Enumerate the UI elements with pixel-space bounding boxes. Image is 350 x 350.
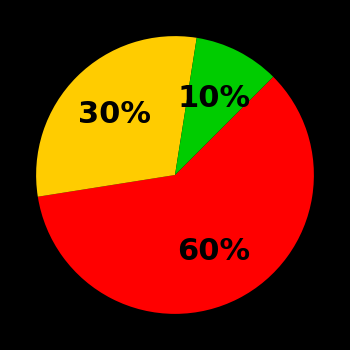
Wedge shape	[38, 77, 314, 314]
Wedge shape	[36, 36, 197, 197]
Wedge shape	[175, 38, 273, 175]
Text: 10%: 10%	[177, 84, 251, 113]
Text: 30%: 30%	[78, 100, 150, 128]
Text: 60%: 60%	[177, 237, 251, 266]
